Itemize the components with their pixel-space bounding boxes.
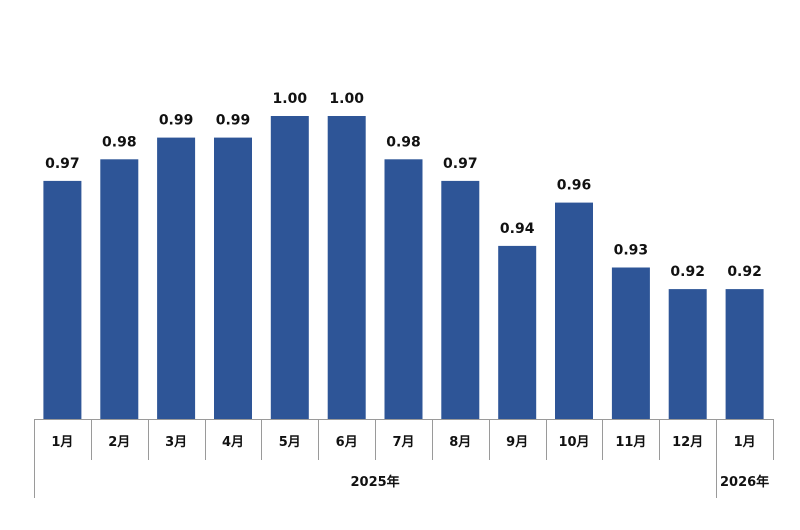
bar-10	[555, 202, 593, 419]
bar-11	[611, 267, 650, 419]
bar-1	[43, 180, 82, 419]
category-label-4: 4月	[222, 435, 244, 450]
data-label-13: 0.92	[727, 264, 762, 280]
bars-group	[43, 116, 764, 420]
year-group-label-1: 2025年	[351, 474, 400, 490]
data-label-2: 0.98	[102, 134, 137, 150]
category-label-7: 7月	[392, 435, 414, 450]
data-label-1: 0.97	[45, 156, 80, 172]
data-label-10: 0.96	[557, 178, 592, 194]
category-label-13: 1月	[734, 435, 756, 450]
year-group-label-2: 2026年	[720, 474, 769, 490]
bar-12	[668, 289, 707, 419]
data-label-12: 0.92	[670, 264, 705, 280]
data-label-6: 1.00	[329, 91, 364, 107]
data-label-7: 0.98	[386, 134, 421, 150]
data-label-3: 0.99	[159, 113, 194, 129]
bar-5	[270, 116, 309, 419]
category-label-8: 8月	[449, 435, 471, 450]
bar-4	[214, 137, 252, 419]
data-label-5: 1.00	[273, 91, 308, 107]
bar-6	[327, 116, 366, 419]
category-label-9: 9月	[506, 435, 528, 450]
data-label-11: 0.93	[614, 243, 649, 259]
bar-13	[725, 289, 764, 419]
category-label-2: 2月	[108, 435, 130, 450]
category-label-6: 6月	[336, 435, 358, 450]
bar-2	[100, 159, 139, 420]
bar-8	[441, 180, 480, 419]
category-axis	[34, 419, 774, 498]
category-label-5: 5月	[279, 435, 301, 450]
value-labels-group: 0.97 0.98 0.99 0.99 1.00 1.00 0.98 0.97 0.94 0.96…	[45, 91, 762, 280]
data-label-9: 0.94	[500, 221, 535, 237]
month-labels-group: 1月 2月 3月 4月 5月 6月 7月 8月 9月 10月 11月 12月 1月	[51, 435, 755, 450]
data-label-8: 0.97	[443, 156, 478, 172]
year-labels-group: 2025年 2026年	[351, 474, 770, 490]
bar-3	[157, 137, 196, 419]
category-label-10: 10月	[558, 435, 589, 450]
bar-9	[498, 245, 537, 419]
category-label-3: 3月	[165, 435, 187, 450]
category-label-11: 11月	[615, 435, 646, 450]
data-label-4: 0.99	[216, 113, 251, 129]
bar-7	[384, 159, 423, 420]
category-label-12: 12月	[672, 435, 703, 450]
category-label-1: 1月	[51, 435, 73, 450]
